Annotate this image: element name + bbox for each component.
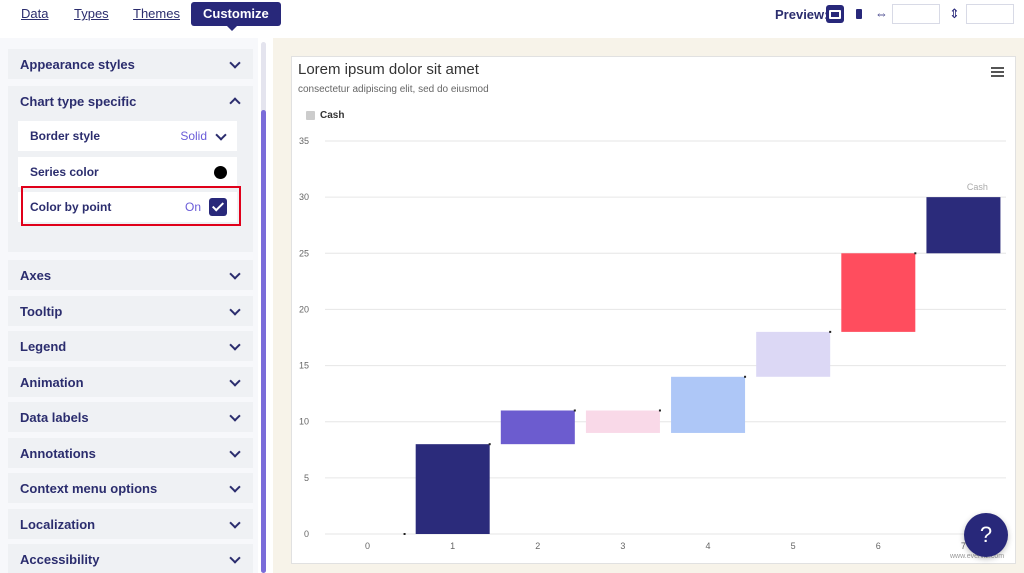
section-legend[interactable]: Legend: [8, 331, 253, 361]
x-tick-label: 2: [535, 541, 540, 551]
section-label: Data labels: [20, 409, 89, 425]
section-label: Axes: [20, 267, 52, 283]
chevron-down-icon[interactable]: [215, 130, 227, 142]
help-button[interactable]: ?: [964, 513, 1008, 557]
chevron-down-icon: [229, 482, 241, 494]
x-tick-label: 6: [876, 541, 881, 551]
x-tick-label: 7: [961, 541, 966, 551]
waterfall-chart: 0 5 10 15 20 25 30 35 0 1 2 3 4 5 6 7 Cash: [299, 136, 1006, 551]
color-by-point-value: On: [184, 200, 201, 214]
section-label: Annotations: [20, 445, 96, 461]
mobile-preview-icon[interactable]: [850, 5, 868, 23]
legend-swatch: [306, 111, 315, 120]
waterfall-bar: [415, 444, 490, 534]
chevron-down-icon: [229, 447, 241, 459]
section-animation[interactable]: Animation: [8, 367, 253, 397]
waterfall-bar: [756, 331, 831, 377]
chevron-down-icon: [229, 305, 241, 317]
x-tick-label: 1: [450, 541, 455, 551]
height-input[interactable]: [966, 4, 1014, 24]
x-tick-label: 3: [620, 541, 625, 551]
section-label: Accessibility: [20, 551, 100, 567]
legend-item-cash: Cash: [320, 110, 345, 121]
chevron-down-icon: [229, 411, 241, 423]
y-tick-label: 10: [299, 417, 309, 427]
connector-dot: [488, 443, 491, 446]
x-tick-label: 4: [706, 541, 711, 551]
connector-dot: [573, 409, 576, 412]
y-tick-label: 5: [304, 473, 309, 483]
section-accessibility[interactable]: Accessibility: [8, 544, 253, 573]
chevron-down-icon: [229, 269, 241, 281]
waterfall-bar: [500, 410, 575, 445]
section-context-menu-options[interactable]: Context menu options: [8, 473, 253, 503]
preview-label: Preview:: [775, 7, 829, 22]
height-arrows-icon: ⇕: [949, 6, 960, 21]
chevron-down-icon: [229, 518, 241, 530]
width-input[interactable]: [892, 4, 940, 24]
series-color-swatch[interactable]: [214, 165, 227, 179]
tab-themes[interactable]: Themes: [133, 6, 180, 21]
chevron-down-icon: [229, 553, 241, 565]
y-tick-label: 25: [299, 248, 309, 258]
hamburger-menu-icon[interactable]: [991, 67, 1004, 77]
chart-title: Lorem ipsum dolor sit amet: [298, 61, 479, 78]
chevron-down-icon: [229, 340, 241, 352]
y-tick-label: 0: [304, 529, 309, 539]
series-color-option[interactable]: Series color: [18, 157, 237, 187]
section-appearance-styles[interactable]: Appearance styles: [8, 49, 253, 79]
connector-dot: [658, 409, 661, 412]
chevron-up-icon: [229, 95, 241, 107]
tab-customize[interactable]: Customize: [191, 2, 281, 31]
y-tick-label: 30: [299, 192, 309, 202]
series-color-label: Series color: [30, 165, 99, 179]
chevron-down-icon: [229, 376, 241, 388]
connector-dot: [744, 375, 747, 378]
section-label: Localization: [20, 516, 96, 532]
top-navigation: Data Types Themes Customize Preview: ⇔ ⇕: [0, 0, 1024, 31]
border-style-label: Border style: [30, 129, 101, 143]
connector-dot: [914, 252, 917, 255]
chart-legend[interactable]: Cash: [306, 110, 344, 121]
section-label: Chart type specific: [20, 93, 137, 109]
x-tick-label: 5: [791, 541, 796, 551]
width-arrows-icon: ⇔: [875, 6, 888, 21]
color-by-point-checkbox[interactable]: [209, 198, 227, 216]
border-style-value: Solid: [180, 129, 207, 143]
section-localization[interactable]: Localization: [8, 509, 253, 539]
data-label-cash: Cash: [967, 182, 988, 192]
desktop-preview-icon[interactable]: [826, 5, 844, 23]
y-tick-label: 35: [299, 136, 309, 146]
border-style-option[interactable]: Border style Solid: [18, 121, 237, 151]
y-tick-label: 20: [299, 304, 309, 314]
section-axes[interactable]: Axes: [8, 260, 253, 290]
waterfall-bar: [841, 253, 916, 332]
tab-types[interactable]: Types: [74, 6, 109, 21]
chevron-down-icon: [229, 58, 241, 70]
color-by-point-option[interactable]: Color by point On: [18, 192, 237, 222]
connector-dot: [403, 533, 406, 535]
chart-credit: www.everviz.com: [950, 553, 1005, 560]
section-label: Tooltip: [20, 303, 63, 319]
chart-subtitle: consectetur adipiscing elit, sed do eius…: [298, 84, 489, 95]
section-data-labels[interactable]: Data labels: [8, 402, 253, 432]
section-annotations[interactable]: Annotations: [8, 438, 253, 468]
section-label: Legend: [20, 338, 67, 354]
highlight-box: [21, 186, 241, 226]
section-chart-type-specific[interactable]: Chart type specific: [8, 86, 253, 116]
y-tick-label: 15: [299, 361, 309, 371]
section-label: Appearance styles: [20, 56, 135, 72]
connector-dot: [829, 330, 832, 333]
waterfall-bar: [671, 376, 746, 433]
sidebar-scrollbar-thumb[interactable]: [261, 110, 266, 573]
section-label: Animation: [20, 374, 84, 390]
x-tick-label: 0: [365, 541, 370, 551]
waterfall-bar: [585, 410, 660, 433]
tab-data[interactable]: Data: [21, 6, 49, 21]
section-tooltip[interactable]: Tooltip: [8, 296, 253, 326]
waterfall-bar: [926, 197, 1001, 254]
section-label: Context menu options: [20, 480, 158, 496]
color-by-point-label: Color by point: [30, 200, 112, 214]
